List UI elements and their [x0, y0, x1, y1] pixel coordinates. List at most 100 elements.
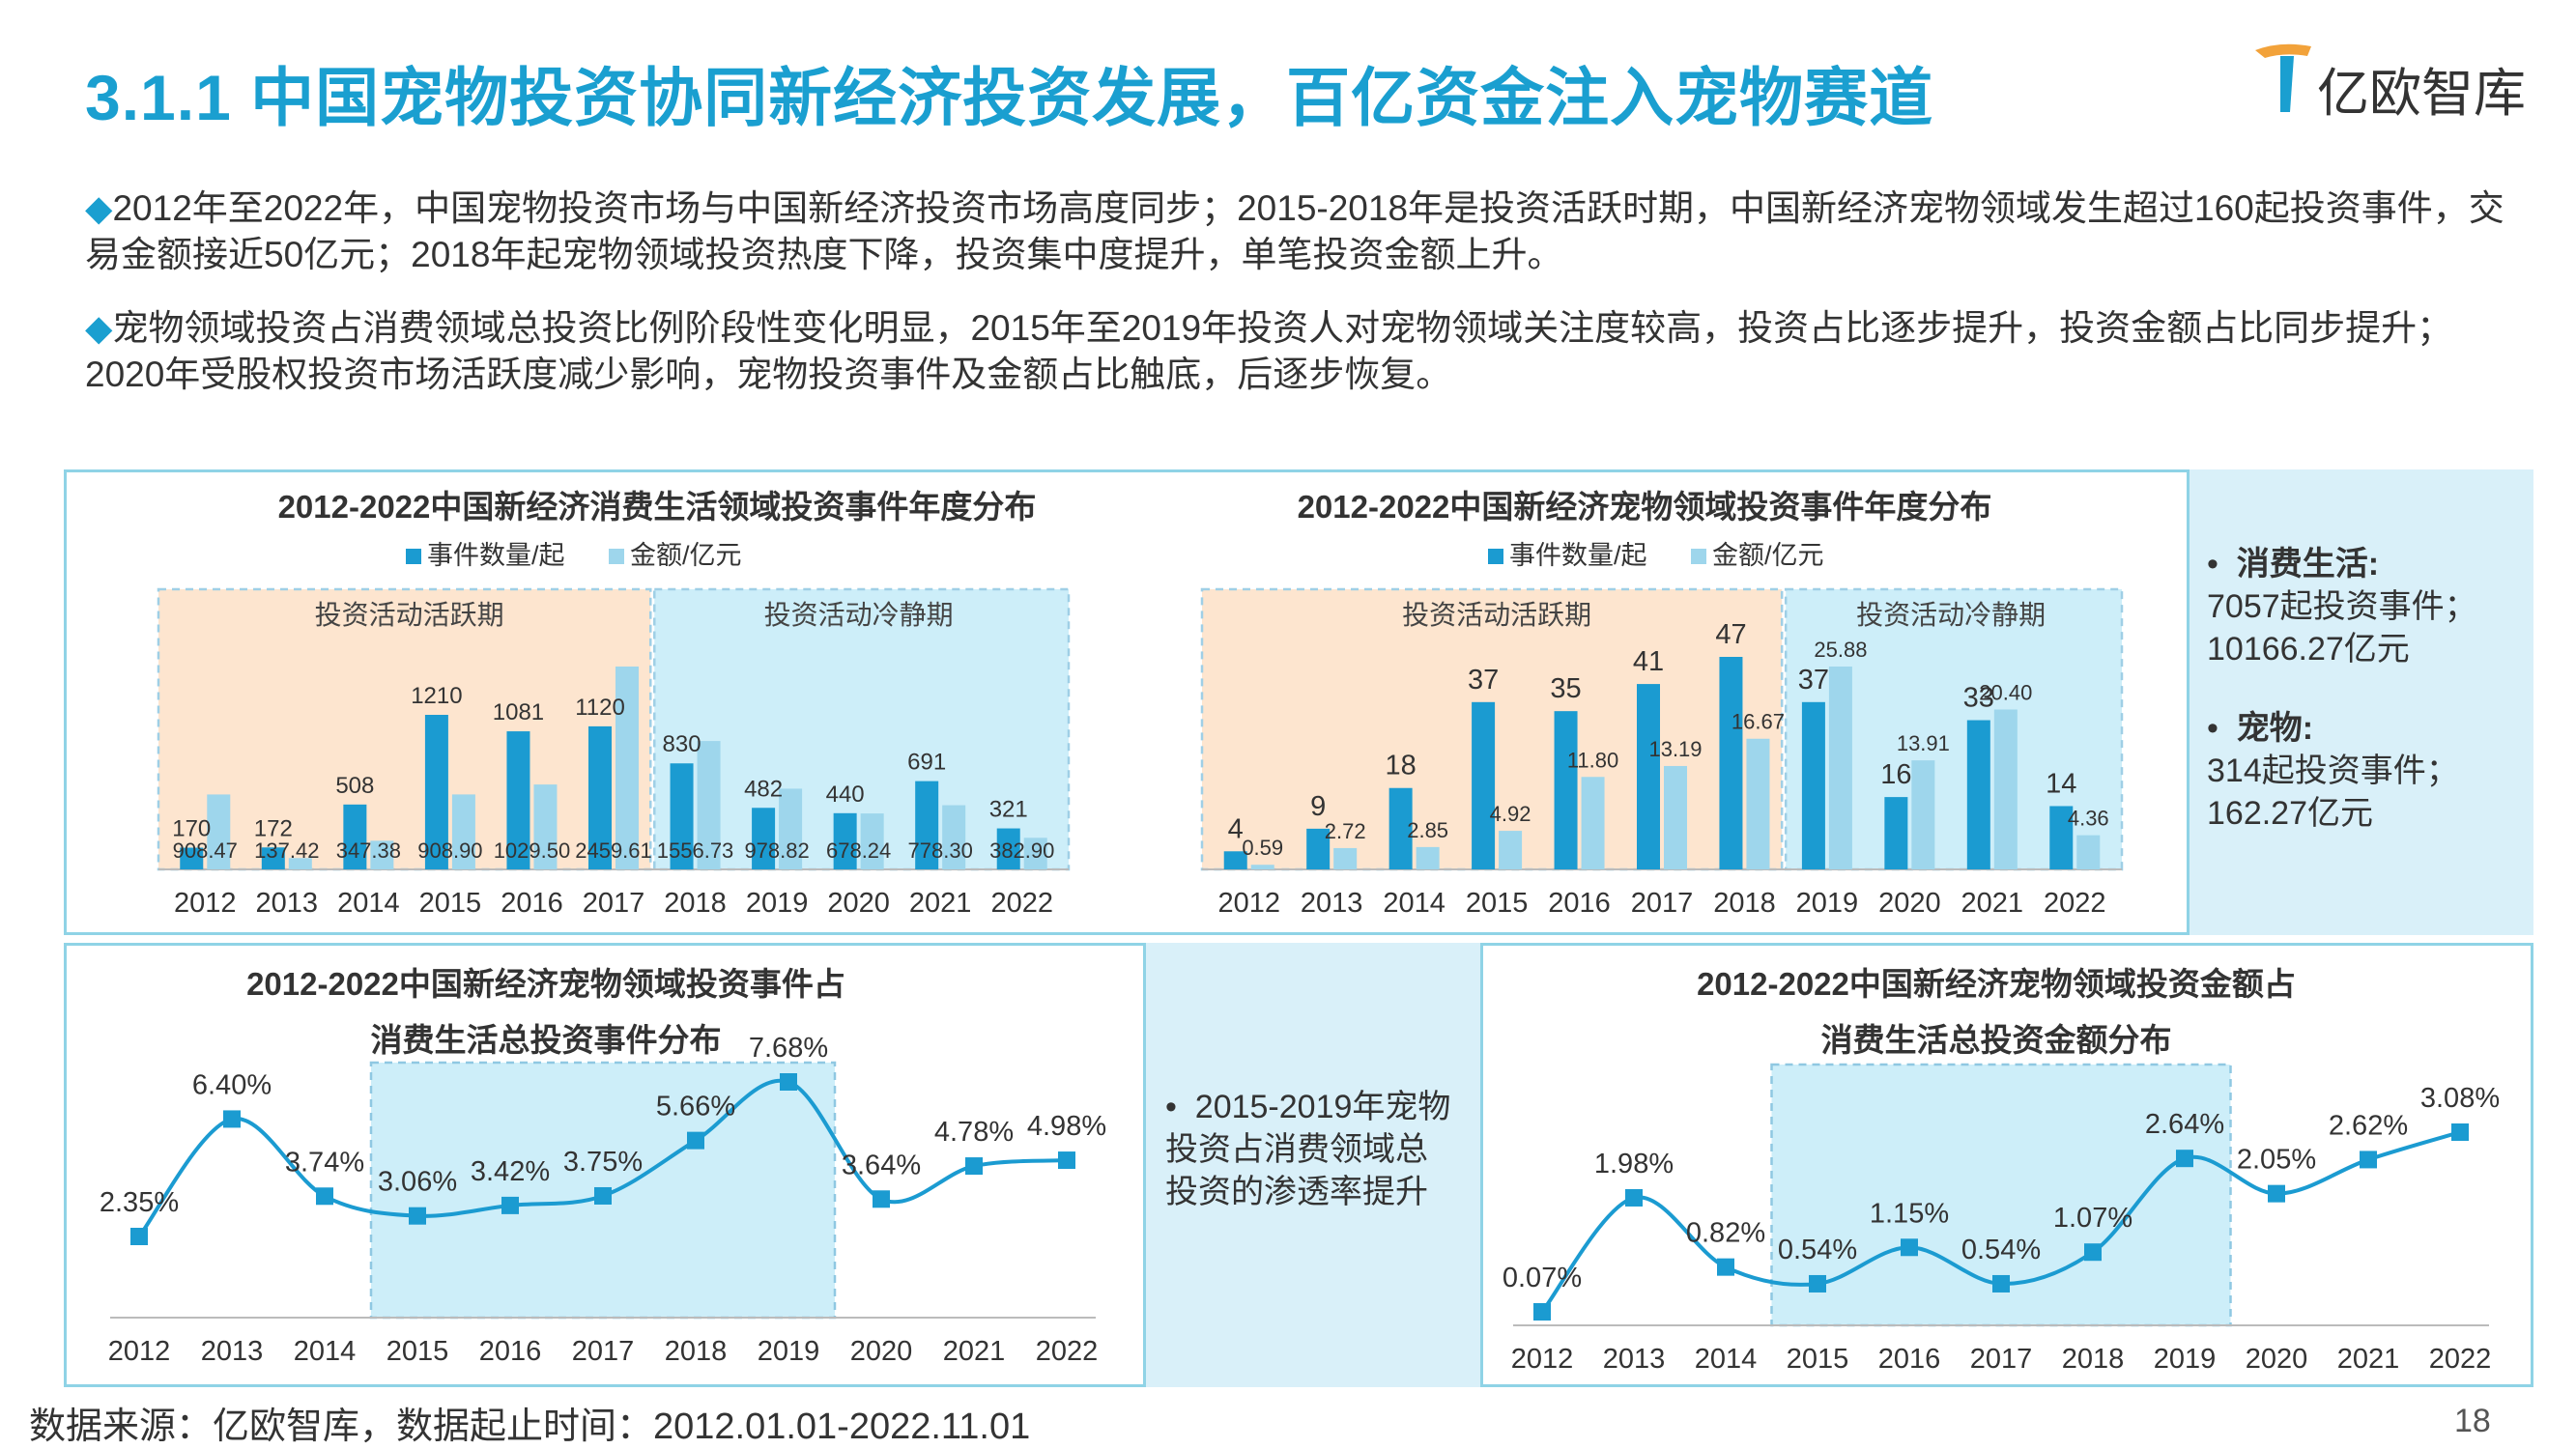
x-tick-label: 2016	[479, 1336, 542, 1367]
x-tick-label: 2019	[746, 888, 809, 919]
data-label: 3.64%	[842, 1150, 921, 1180]
data-label: 2.05%	[2237, 1145, 2316, 1176]
region-label: 投资活动活跃期	[315, 600, 504, 630]
data-point	[2268, 1184, 2285, 1203]
logo-text: 亿欧智库	[2317, 65, 2526, 123]
x-tick-label: 2012	[174, 888, 237, 919]
data-label: 0.54%	[1778, 1235, 1857, 1265]
data-point	[780, 1073, 797, 1091]
bar-events	[670, 763, 694, 869]
bar-events	[1388, 787, 1413, 869]
x-tick-label: 2013	[256, 888, 319, 919]
data-label-amount: 908.47	[173, 838, 238, 863]
x-tick-label: 2020	[2246, 1344, 2308, 1375]
bar-amount	[1499, 831, 1523, 869]
bottom-left-panel	[64, 943, 1146, 1387]
x-tick-label: 2020	[850, 1336, 913, 1367]
summary-consumer: • 消费生活: 7057起投资事件；10166.27亿元	[2207, 546, 2477, 668]
data-label-amount: 16.67	[1732, 710, 1785, 734]
bar-events	[1719, 657, 1743, 869]
data-label-amount: 4.92	[1490, 802, 1531, 826]
data-label: 6.40%	[192, 1069, 272, 1100]
x-tick-label: 2020	[827, 888, 890, 919]
data-label-events: 4	[1228, 813, 1244, 844]
bar-amount	[1581, 777, 1605, 869]
paragraph-text: 2012年至2022年，中国宠物投资市场与中国新经济投资市场高度同步；2015-…	[85, 188, 2504, 274]
bar-events	[833, 812, 857, 869]
bar-amount	[942, 805, 966, 869]
data-label-events: 830	[663, 731, 701, 757]
legend-swatch	[1488, 549, 1503, 564]
chart-title: 2012-2022中国新经济宠物领域投资事件占	[246, 966, 845, 1002]
bar-events	[180, 847, 204, 869]
data-label-events: 18	[1386, 751, 1417, 781]
bar-events	[915, 781, 939, 869]
logo-icon	[2255, 43, 2311, 112]
data-label-amount: 2459.61	[575, 838, 652, 863]
data-point	[1717, 1258, 1734, 1276]
data-point	[1992, 1274, 2010, 1293]
data-label-events: 508	[335, 773, 374, 799]
x-tick-label: 2017	[1631, 888, 1694, 919]
consumer-events-bar-chart: 投资活动活跃期 投资活动冷静期 2012-2022中国新经济消费生活领域投资事件年度…	[157, 489, 1071, 919]
legend-label: 事件数量/起	[1509, 541, 1647, 570]
data-label: 1.07%	[2053, 1203, 2132, 1234]
data-label-events: 41	[1633, 646, 1664, 677]
summary-panel-top: • 消费生活: 7057起投资事件；10166.27亿元 • 宠物: 314起投…	[2190, 469, 2533, 935]
top-chart-panel	[64, 469, 2190, 935]
data-label-amount: 11.80	[1567, 748, 1618, 772]
data-label-events: 321	[989, 797, 1028, 823]
x-tick-label: 2017	[572, 1336, 635, 1367]
data-label-events: 170	[172, 816, 211, 842]
data-label-events: 691	[907, 750, 946, 776]
x-tick-label: 2019	[1796, 888, 1859, 919]
data-label-amount: 908.90	[417, 838, 482, 863]
x-tick-label: 2014	[1383, 888, 1445, 919]
x-tick-label: 2018	[664, 888, 727, 919]
x-tick-label: 2022	[990, 888, 1053, 919]
x-tick-label: 2020	[1878, 888, 1941, 919]
x-tick-label: 2016	[501, 888, 563, 919]
page-number: 18	[2454, 1403, 2491, 1439]
x-tick-label: 2018	[1713, 888, 1776, 919]
data-point	[1809, 1274, 1826, 1293]
data-label-amount: 678.24	[826, 838, 891, 863]
data-point	[409, 1207, 426, 1225]
data-label-events: 47	[1715, 619, 1746, 650]
legend-label: 事件数量/起	[427, 541, 565, 570]
data-label: 4.78%	[934, 1117, 1014, 1148]
x-tick-label: 2021	[2337, 1344, 2400, 1375]
x-tick-label: 2014	[1695, 1344, 1758, 1375]
data-label: 7.68%	[749, 1033, 828, 1064]
data-label-amount: 20.40	[1979, 680, 2032, 704]
data-point	[1625, 1188, 1643, 1207]
summary-pet-text: 314起投资事件；162.27亿元	[2207, 753, 2459, 832]
bar-events	[588, 725, 612, 869]
data-label: 2.35%	[100, 1187, 179, 1218]
data-label: 4.98%	[1027, 1111, 1106, 1142]
data-label-events: 440	[826, 781, 865, 808]
data-label: 0.54%	[1961, 1235, 2041, 1265]
data-point	[1533, 1303, 1551, 1321]
data-label-amount: 25.88	[1814, 638, 1867, 662]
bar-amount	[860, 813, 884, 869]
x-tick-label: 2012	[108, 1336, 171, 1367]
x-tick-label: 2015	[419, 888, 482, 919]
chart-title: 2012-2022中国新经济宠物领域投资金额占	[1697, 966, 2296, 1002]
data-label: 1.15%	[1870, 1198, 1949, 1229]
legend-swatch	[406, 549, 421, 564]
x-tick-label: 2022	[2044, 888, 2106, 919]
pet-events-bar-chart: 投资活动活跃期 投资活动冷静期 2012-2022中国新经济宠物领域投资事件年度分布…	[1200, 489, 2124, 919]
data-label-events: 1081	[493, 699, 544, 725]
x-tick-label: 2014	[294, 1336, 357, 1367]
bar-events	[1884, 797, 1908, 869]
bar-amount	[207, 794, 231, 869]
data-label-events: 16	[1880, 759, 1911, 790]
diamond-bullet-icon: ◆	[85, 188, 113, 228]
data-label-amount: 778.30	[908, 838, 973, 863]
data-label-events: 37	[1468, 665, 1499, 696]
bar-events	[343, 804, 367, 869]
data-label: 3.74%	[285, 1147, 364, 1178]
data-label: 3.75%	[563, 1147, 643, 1178]
summary-pet: • 宠物: 314起投资事件；162.27亿元	[2207, 710, 2459, 832]
